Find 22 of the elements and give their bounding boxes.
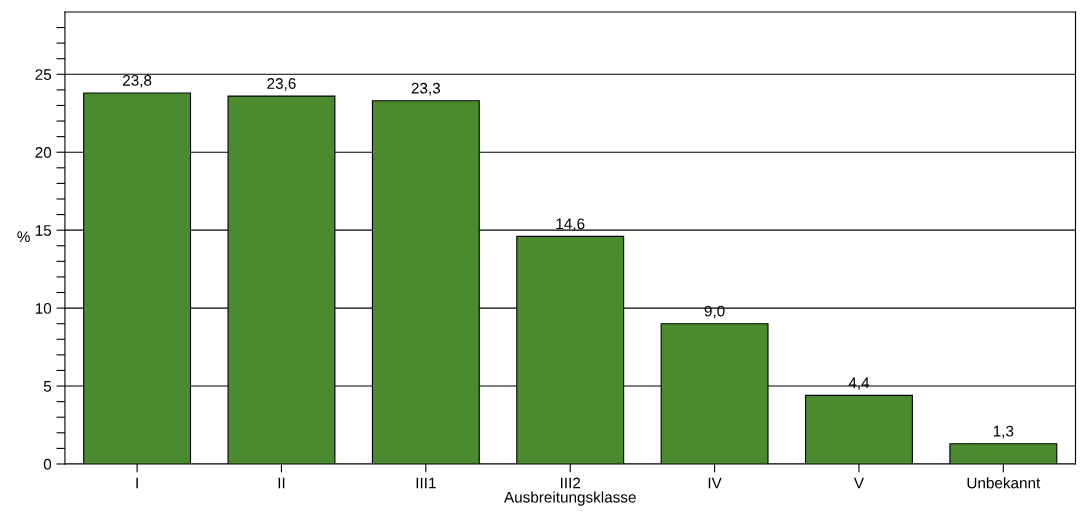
x-tick-label: V — [853, 477, 864, 489]
y-axis-title: % — [17, 231, 30, 242]
data-label: 23,8 — [123, 74, 152, 88]
x-tick-label: IV — [708, 477, 722, 489]
y-tick-label: 20 — [35, 147, 52, 158]
x-tick-label: I — [136, 477, 138, 489]
y-tick-label: 25 — [35, 69, 52, 80]
data-label: 23,3 — [411, 82, 441, 96]
data-label: 4,4 — [848, 377, 870, 391]
y-tick-label: 5 — [43, 381, 52, 392]
x-tick-label: III2 — [561, 477, 581, 489]
y-tick-label: 0 — [43, 458, 52, 470]
data-label: 9,0 — [704, 305, 725, 319]
y-tick-label: 10 — [35, 302, 52, 314]
x-axis-title: Ausbreitungsklasse — [504, 491, 636, 506]
x-tick-label: II — [278, 477, 285, 489]
data-label: 14,6 — [556, 218, 585, 232]
y-tick-label: 15 — [35, 225, 52, 236]
x-tick-label: Unbekannt — [967, 477, 1041, 489]
data-label: 1,3 — [993, 425, 1014, 439]
x-tick-label: III1 — [416, 477, 436, 489]
data-label: 23,6 — [267, 78, 296, 91]
